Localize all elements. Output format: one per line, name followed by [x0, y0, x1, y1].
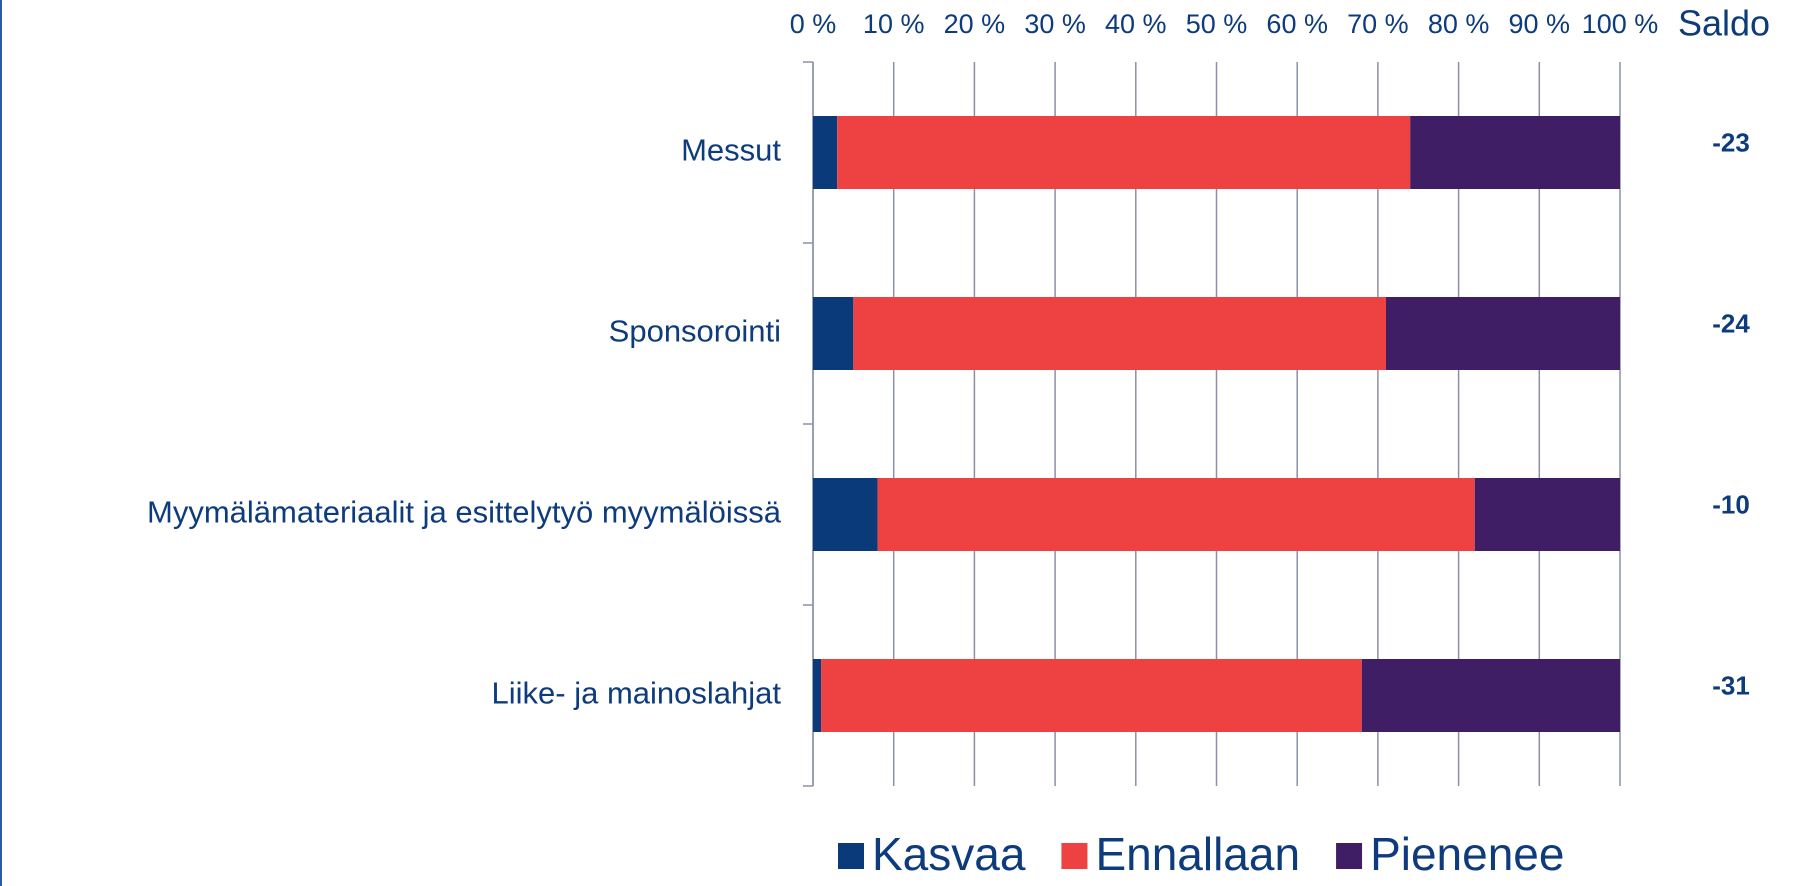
x-tick-label: 10 % — [863, 9, 925, 39]
category-label: Liike- ja mainoslahjat — [492, 676, 782, 711]
legend-swatch — [838, 843, 864, 869]
legend-label: Kasvaa — [872, 828, 1026, 880]
legend-label: Ennallaan — [1095, 828, 1300, 880]
saldo-value: -31 — [1712, 670, 1750, 700]
bar-segment — [837, 116, 1411, 189]
x-tick-label: 30 % — [1024, 9, 1086, 39]
x-tick-label: 20 % — [944, 9, 1006, 39]
saldo-title: Saldo — [1678, 3, 1770, 44]
bar-segment — [853, 297, 1386, 370]
x-tick-label: 100 % — [1582, 9, 1659, 39]
x-tick-label: 90 % — [1509, 9, 1571, 39]
x-tick-label: 80 % — [1428, 9, 1490, 39]
bar-segment — [1410, 116, 1620, 189]
bar-segment — [821, 659, 1362, 732]
x-tick-label: 40 % — [1105, 9, 1167, 39]
category-label: Myymälämateriaalit ja esittelytyö myymäl… — [147, 495, 782, 530]
bar-segment — [1385, 297, 1620, 370]
bar-segment — [1361, 659, 1620, 732]
bar-segment — [877, 478, 1475, 551]
saldo-value: -23 — [1712, 127, 1750, 157]
legend-swatch — [1061, 843, 1088, 869]
saldo-value: -10 — [1712, 489, 1750, 519]
saldo-value: -24 — [1712, 308, 1750, 338]
bar-segment — [813, 116, 838, 189]
x-tick-label: 0 % — [790, 9, 837, 39]
x-tick-label: 60 % — [1266, 9, 1328, 39]
bar-segment — [1474, 478, 1620, 551]
category-label: Messut — [681, 133, 781, 168]
bar-segment — [813, 297, 854, 370]
bar-segment — [813, 478, 878, 551]
legend-label: Pienenee — [1370, 828, 1564, 880]
category-label: Sponsorointi — [609, 314, 781, 349]
legend-swatch — [1336, 843, 1363, 869]
x-tick-label: 50 % — [1186, 9, 1248, 39]
bar-segment — [813, 659, 822, 732]
x-tick-label: 70 % — [1347, 9, 1409, 39]
